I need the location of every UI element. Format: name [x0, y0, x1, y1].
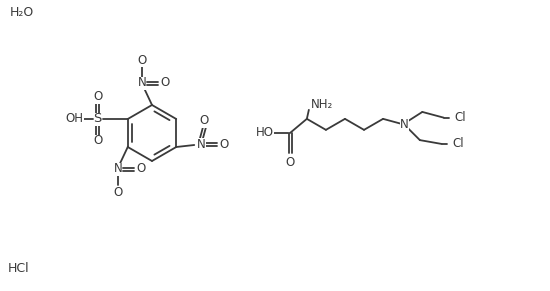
Text: HCl: HCl: [8, 262, 30, 276]
Text: O: O: [161, 77, 169, 90]
Text: Cl: Cl: [455, 111, 466, 124]
Text: N: N: [400, 118, 409, 131]
Text: O: O: [200, 114, 209, 127]
Text: S: S: [94, 113, 102, 125]
Text: OH: OH: [66, 113, 84, 125]
Text: NH₂: NH₂: [311, 98, 333, 111]
Text: HO: HO: [256, 127, 274, 139]
Text: O: O: [219, 138, 229, 150]
Text: O: O: [93, 134, 102, 148]
Text: N: N: [138, 77, 146, 90]
Text: N: N: [197, 138, 206, 150]
Text: O: O: [138, 54, 147, 67]
Text: Cl: Cl: [453, 137, 464, 150]
Text: H₂O: H₂O: [10, 6, 34, 19]
Text: O: O: [93, 91, 102, 104]
Text: N: N: [113, 162, 122, 175]
Text: O: O: [136, 162, 145, 175]
Text: O: O: [113, 185, 123, 198]
Text: O: O: [285, 155, 295, 168]
